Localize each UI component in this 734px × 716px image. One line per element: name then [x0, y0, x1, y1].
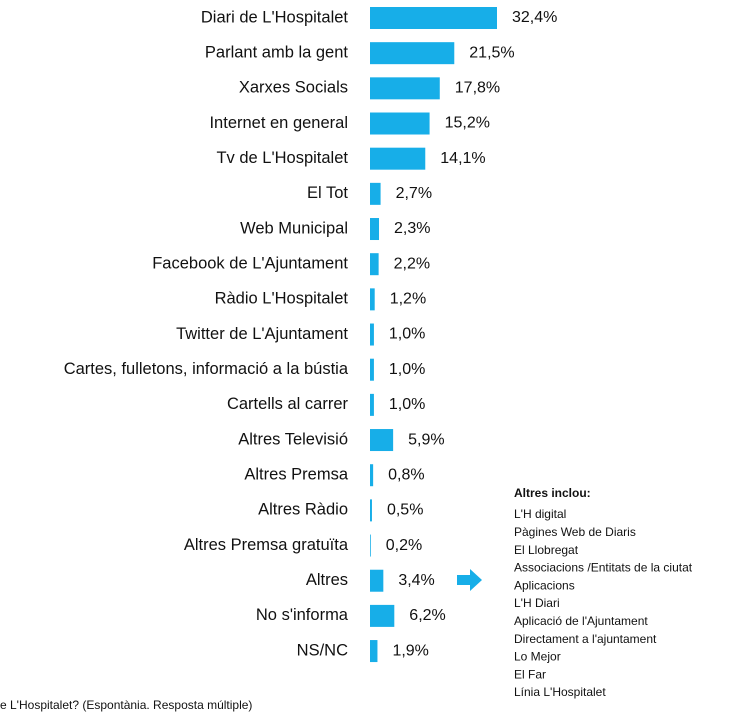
bar: [370, 7, 497, 29]
note-item: Pàgines Web de Diaris: [514, 525, 636, 539]
value-label: 2,7%: [396, 185, 432, 202]
category-label: Altres Premsa gratuïta: [184, 536, 349, 554]
category-label: Twitter de L'Ajuntament: [176, 325, 348, 343]
value-label: 32,4%: [512, 9, 557, 26]
note-item: Línia L'Hospitalet: [514, 685, 606, 699]
category-label: Ràdio L'Hospitalet: [215, 290, 349, 308]
bar: [370, 464, 374, 487]
note-item: El Llobregat: [514, 543, 579, 557]
value-label: 3,4%: [398, 572, 434, 589]
value-label: 2,2%: [394, 255, 430, 272]
bar: [370, 358, 374, 381]
footnote: e L'Hospitalet? (Espontània. Resposta mú…: [0, 698, 252, 712]
bar: [370, 429, 394, 452]
bar: [370, 42, 455, 65]
note-item: Lo Mejor: [514, 650, 561, 664]
category-label: No s'informa: [256, 606, 349, 624]
note-item: Directament a l'ajuntament: [514, 632, 657, 646]
bar: [370, 147, 426, 170]
bar: [370, 288, 375, 311]
arrow: [457, 569, 482, 591]
value-label: 2,3%: [394, 220, 430, 237]
bar: [370, 604, 395, 627]
value-label: 6,2%: [409, 607, 445, 624]
note-item: Aplicacions: [514, 578, 575, 592]
note-item: L'H Diari: [514, 596, 560, 610]
category-label: Altres Premsa: [244, 466, 348, 484]
bar: [370, 182, 381, 205]
category-label: Altres Ràdio: [258, 501, 348, 519]
value-label: 1,0%: [389, 361, 425, 378]
value-label: 21,5%: [469, 44, 514, 61]
bar: [370, 218, 380, 241]
value-label: 17,8%: [455, 80, 500, 97]
category-label: Tv de L'Hospitalet: [216, 149, 348, 167]
bar: [370, 569, 384, 592]
bar: [370, 534, 371, 557]
category-label: El Tot: [307, 184, 348, 202]
value-label: 1,0%: [389, 396, 425, 413]
value-label: 15,2%: [445, 115, 490, 132]
value-label: 0,2%: [386, 537, 422, 554]
value-label: 1,2%: [390, 291, 426, 308]
category-label: Internet en general: [209, 114, 348, 132]
value-label: 1,9%: [392, 642, 428, 659]
category-label: Cartells al carrer: [227, 395, 349, 413]
bar: [370, 640, 378, 663]
note-item: El Far: [514, 667, 546, 681]
category-label: Facebook de L'Ajuntament: [152, 255, 348, 273]
value-label: 0,8%: [388, 466, 424, 483]
category-label: Altres: [306, 571, 348, 589]
category-label: Diari de L'Hospitalet: [201, 8, 349, 26]
value-label: 5,9%: [408, 431, 444, 448]
bar: [370, 323, 374, 346]
value-label: 0,5%: [387, 502, 423, 519]
category-label: Xarxes Socials: [239, 79, 348, 97]
note-item: Aplicació de l'Ajuntament: [514, 614, 648, 628]
note-item: Associacions /Entitats de la ciutat: [514, 561, 693, 575]
bar: [370, 112, 430, 135]
bar: [370, 499, 372, 522]
value-label: 14,1%: [440, 150, 485, 167]
note-item: L'H digital: [514, 507, 566, 521]
category-label: Parlant amb la gent: [205, 44, 349, 62]
category-label: Cartes, fulletons, informació a la bústi…: [64, 360, 349, 378]
bar: [370, 393, 374, 416]
bar: [370, 253, 379, 276]
category-label: Altres Televisió: [238, 430, 348, 448]
category-label: Web Municipal: [240, 219, 348, 237]
note-title: Altres inclou:: [514, 486, 591, 500]
bar: [370, 77, 440, 100]
value-label: 1,0%: [389, 326, 425, 343]
category-label: NS/NC: [297, 641, 348, 659]
